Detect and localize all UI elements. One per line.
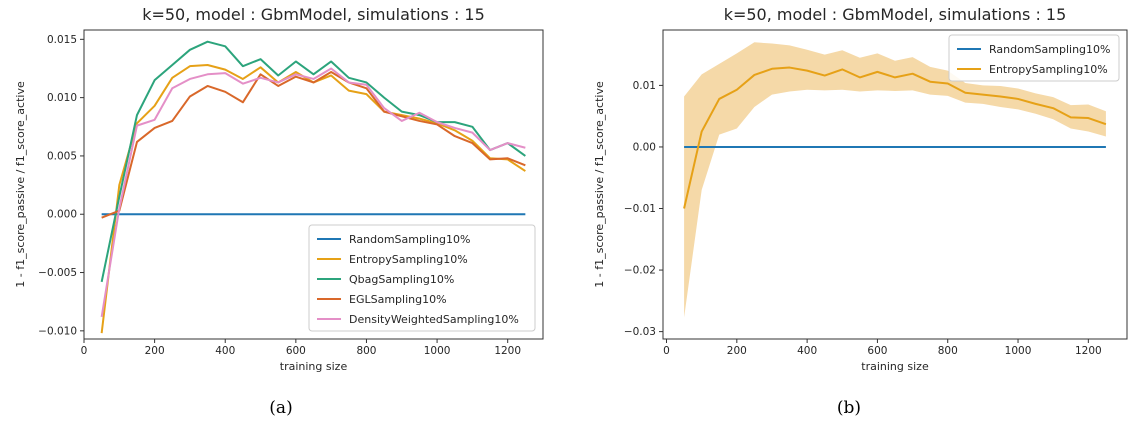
legend-box	[948, 34, 1120, 82]
y-tick-label: −0.005	[38, 267, 77, 279]
legend-label-0: RandomSampling10%	[349, 233, 470, 246]
series-line-1	[683, 66, 1107, 209]
x-tick-label: 600	[867, 345, 887, 357]
x-tick-label: 400	[797, 345, 817, 357]
chart-b: k=50, model : GbmModel, simulations : 15…	[593, 5, 1128, 373]
y-tick-label: −0.01	[624, 203, 656, 215]
legend-label-1: EntropySampling10%	[989, 63, 1108, 76]
series-line-4	[100, 67, 526, 318]
y-tick-label: 0.00	[633, 141, 656, 153]
legend-label-2: QbagSampling10%	[349, 273, 454, 286]
x-tick-label: 200	[145, 345, 165, 357]
series-line-2	[100, 40, 526, 283]
plot-frame	[83, 29, 544, 340]
series-line-3	[101, 70, 526, 219]
legend-label-0: RandomSampling10%	[989, 43, 1110, 56]
x-tick-label: 800	[938, 345, 958, 357]
y-axis-label: 1 - f1_score_passive / f1_score_active	[14, 81, 27, 288]
x-tick-label: 200	[727, 345, 747, 357]
chart-title: k=50, model : GbmModel, simulations : 15	[724, 5, 1067, 24]
y-tick-label: −0.010	[38, 325, 77, 337]
plot-frame	[662, 29, 1128, 340]
caption-a: (a)	[269, 398, 293, 418]
x-tick-label: 1000	[424, 345, 451, 357]
y-axis-label: 1 - f1_score_passive / f1_score_active	[593, 81, 606, 288]
chart-a: k=50, model : GbmModel, simulations : 15…	[14, 5, 544, 373]
x-tick-label: 400	[215, 345, 235, 357]
x-tick-label: 1200	[1075, 345, 1102, 357]
y-tick-label: 0.01	[633, 80, 656, 92]
x-tick-label: 1000	[1005, 345, 1032, 357]
y-tick-label: 0.000	[47, 209, 77, 221]
x-tick-label: 0	[663, 345, 670, 357]
y-tick-label: 0.010	[47, 92, 77, 104]
x-tick-label: 800	[356, 345, 376, 357]
x-tick-label: 1200	[494, 345, 521, 357]
legend-label-1: EntropySampling10%	[349, 253, 468, 266]
chart-title: k=50, model : GbmModel, simulations : 15	[142, 5, 485, 24]
caption-b: (b)	[836, 398, 862, 418]
x-tick-label: 600	[286, 345, 306, 357]
y-tick-label: 0.005	[47, 150, 77, 162]
x-axis-label: training size	[280, 360, 348, 373]
legend-box	[308, 224, 536, 332]
legend-label-3: EGLSampling10%	[349, 293, 447, 306]
confidence-band-1	[684, 42, 1106, 318]
y-tick-label: −0.02	[624, 265, 656, 277]
x-axis-label: training size	[861, 360, 929, 373]
x-tick-label: 0	[81, 345, 88, 357]
legend-label-4: DensityWeightedSampling10%	[349, 313, 519, 326]
y-tick-label: 0.015	[47, 34, 77, 46]
y-tick-label: −0.03	[624, 326, 656, 338]
